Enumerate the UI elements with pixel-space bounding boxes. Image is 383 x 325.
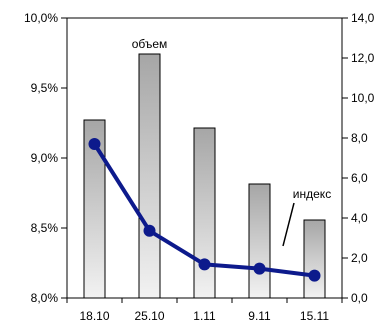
x-tick-label: 9.11 bbox=[248, 309, 271, 323]
line-point bbox=[88, 138, 101, 150]
right-tick-label: 4,0 bbox=[351, 211, 368, 225]
line-point bbox=[253, 262, 266, 275]
series-label-volume: объем bbox=[132, 37, 168, 51]
line-point bbox=[198, 258, 211, 271]
left-tick-label: 8,0% bbox=[31, 291, 59, 305]
series-label-index: индекс bbox=[293, 187, 331, 201]
labels-layer: объем индекс bbox=[132, 37, 331, 247]
right-tick-label: 0,0 bbox=[351, 291, 368, 305]
bar bbox=[303, 219, 326, 299]
series-label-leader bbox=[282, 202, 295, 247]
x-tick-label: 18.10 bbox=[79, 309, 109, 323]
right-tick-label: 10,0 bbox=[351, 91, 375, 105]
left-tick-label: 9,0% bbox=[31, 151, 59, 165]
line-point bbox=[143, 224, 156, 237]
line-point bbox=[308, 269, 321, 282]
axes-layer: 8,0% 8,5% 9,0% 9,5% 10,0% 0,0 2,0 4,0 6,0 8,0 10,0… bbox=[24, 11, 375, 323]
right-tick-label: 6,0 bbox=[351, 171, 368, 185]
left-tick-label: 10,0% bbox=[24, 11, 58, 25]
line-layer bbox=[88, 138, 321, 282]
left-tick-label: 9,5% bbox=[31, 81, 59, 95]
right-tick-label: 14,0 bbox=[351, 11, 375, 25]
x-tick-label: 15.11 bbox=[300, 309, 329, 323]
bar bbox=[248, 183, 271, 299]
right-tick-label: 8,0 bbox=[351, 131, 368, 145]
left-tick-label: 8,5% bbox=[31, 221, 59, 235]
bar bbox=[83, 119, 106, 299]
right-tick-label: 12,0 bbox=[351, 51, 375, 65]
x-tick-label: 25.10 bbox=[134, 309, 164, 323]
right-tick-label: 2,0 bbox=[351, 251, 368, 265]
bar bbox=[193, 127, 216, 299]
bar bbox=[138, 53, 161, 299]
x-tick-label: 1.11 bbox=[193, 309, 216, 323]
